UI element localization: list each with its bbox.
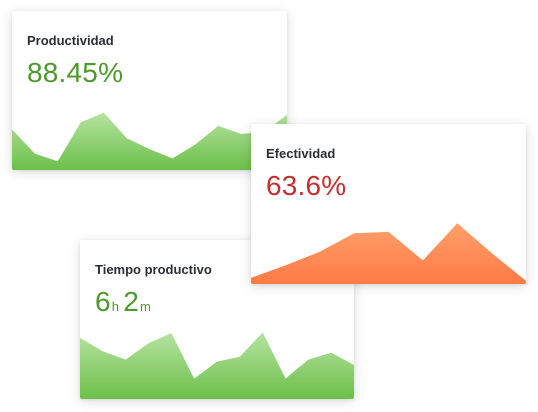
effectiveness-title: Efectividad <box>266 146 336 161</box>
hours-value: 6 <box>95 286 111 317</box>
productivity-title: Productividad <box>27 33 114 48</box>
productivity-value: 88.45% <box>27 57 124 88</box>
productive-time-title: Tiempo productivo <box>95 262 212 277</box>
productivity-sparkline <box>12 112 287 170</box>
minutes-unit: m <box>140 299 152 314</box>
effectiveness-value: 63.6% <box>266 170 347 201</box>
hours-unit: h <box>111 299 120 314</box>
effectiveness-sparkline <box>251 223 526 284</box>
productivity-card: Productividad 88.45% <box>12 11 287 170</box>
productive-time-value: 6h 2m <box>95 286 155 318</box>
sparkline-area <box>12 112 287 170</box>
sparkline-area <box>80 332 354 399</box>
minutes-value: 2 <box>123 286 139 317</box>
sparkline-area <box>251 223 526 284</box>
productive-time-sparkline <box>80 332 354 399</box>
effectiveness-card: Efectividad 63.6% <box>251 124 526 284</box>
